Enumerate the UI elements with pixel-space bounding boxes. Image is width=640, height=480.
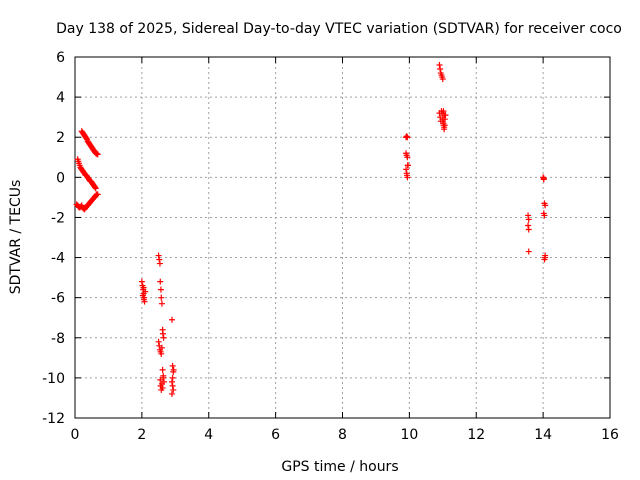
x-tick-label: 12	[467, 427, 485, 443]
data-point	[404, 134, 411, 141]
data-point	[92, 185, 99, 192]
y-tick-label: -12	[42, 411, 65, 427]
plot-frame	[74, 56, 611, 419]
data-point	[94, 151, 101, 158]
y-tick-label: -8	[51, 331, 65, 347]
x-tick-label: 6	[271, 427, 280, 443]
data-point	[440, 122, 447, 129]
data-point	[436, 62, 443, 69]
data-point	[169, 362, 176, 369]
data-point	[155, 338, 162, 345]
data-point	[170, 366, 177, 373]
axis-ticks: 0 2 4 6 8 10 12 14 16 -12 -10 -8 -6 -4 -2 0 2 4 6	[42, 50, 619, 443]
data-point	[139, 292, 146, 299]
data-point	[169, 382, 176, 389]
x-tick-label: 14	[534, 427, 552, 443]
data-point	[158, 350, 165, 357]
x-tick-label: 8	[338, 427, 347, 443]
data-point	[160, 378, 167, 385]
x-tick-label: 2	[137, 427, 146, 443]
y-tick-label: -6	[51, 291, 65, 307]
data-point	[405, 162, 412, 169]
data-point	[156, 256, 163, 263]
data-point	[160, 334, 167, 341]
data-point	[437, 66, 444, 73]
data-point	[158, 344, 165, 351]
data-point	[170, 386, 177, 393]
data-point	[93, 150, 100, 157]
data-point	[168, 378, 175, 385]
chart-title: Day 138 of 2025, Sidereal Day-to-day VTE…	[56, 21, 622, 37]
data-point	[525, 212, 532, 219]
data-point	[541, 212, 548, 219]
data-point	[142, 288, 149, 295]
data-point	[155, 252, 162, 259]
data-point	[157, 286, 164, 293]
data-point	[525, 226, 532, 233]
data-point	[541, 256, 548, 263]
x-axis-label: GPS time / hours	[281, 459, 398, 475]
data-point	[158, 300, 165, 307]
data-point	[439, 76, 446, 83]
data-point	[94, 191, 101, 198]
x-tick-label: 10	[400, 427, 418, 443]
data-point	[525, 216, 532, 223]
data-point	[158, 386, 165, 393]
data-point	[158, 294, 165, 301]
data-point	[439, 118, 446, 125]
y-axis-label: SDTVAR / TECUs	[8, 180, 24, 295]
y-tick-label: 2	[56, 130, 65, 146]
x-tick-label: 4	[204, 427, 213, 443]
data-point	[404, 154, 411, 161]
data-point	[169, 374, 176, 381]
data-point	[525, 222, 532, 229]
data-point	[138, 278, 145, 285]
data-point	[168, 390, 175, 397]
data-point	[140, 284, 147, 291]
data-point	[168, 316, 175, 323]
x-tick-label: 0	[71, 427, 80, 443]
y-tick-label: -10	[42, 371, 65, 387]
data-point	[403, 166, 410, 173]
y-tick-label: -4	[51, 251, 65, 267]
x-tick-label: 16	[601, 427, 619, 443]
data-point	[439, 110, 446, 117]
data-point	[157, 376, 164, 383]
data-point	[441, 126, 448, 133]
data-point	[404, 172, 411, 179]
data-point	[442, 112, 449, 119]
data-point	[157, 382, 164, 389]
data-point	[159, 330, 166, 337]
data-points	[73, 62, 549, 397]
data-point	[540, 175, 547, 182]
data-point	[157, 278, 164, 285]
data-point	[159, 366, 166, 373]
data-point	[525, 248, 532, 255]
data-point	[140, 296, 147, 303]
data-point	[92, 184, 99, 191]
y-tick-label: 6	[56, 50, 65, 66]
data-point	[156, 260, 163, 267]
data-point	[403, 133, 410, 140]
data-point	[542, 202, 549, 209]
y-tick-label: 4	[56, 90, 65, 106]
data-point	[83, 135, 90, 142]
data-point	[160, 374, 167, 381]
y-tick-label: -2	[51, 210, 65, 226]
y-tick-label: 0	[56, 170, 65, 186]
data-point	[542, 252, 549, 259]
grid	[75, 57, 610, 418]
